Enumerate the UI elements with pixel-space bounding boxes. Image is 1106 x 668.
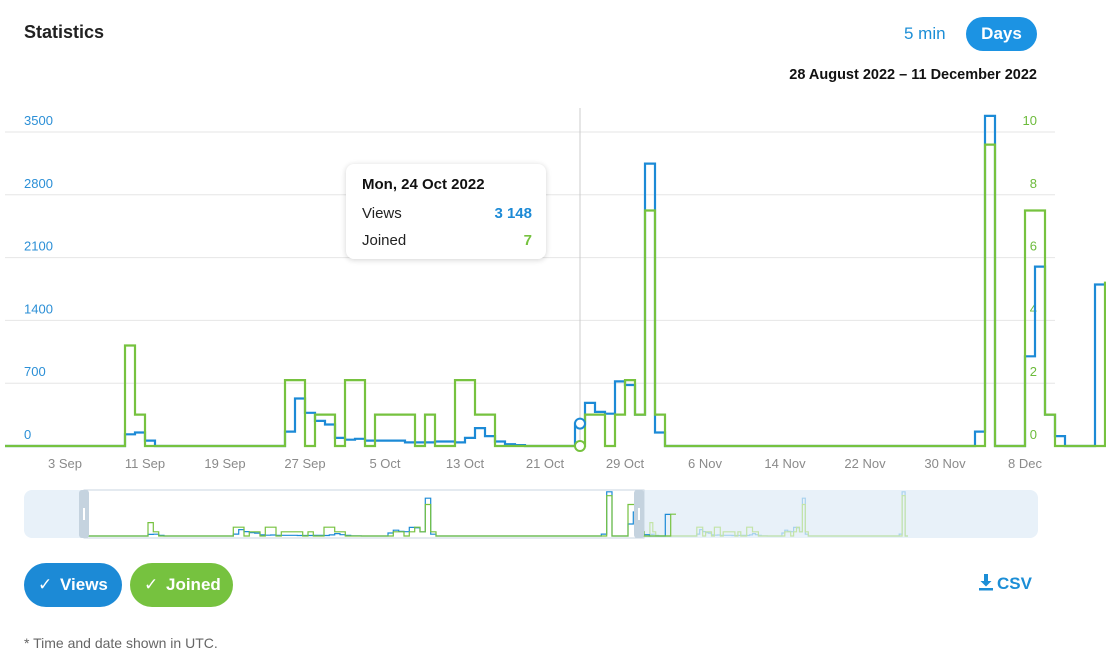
y-left-tick-label: 700 — [24, 364, 46, 379]
joined-toggle-button[interactable]: ✓ Joined — [130, 563, 233, 607]
check-icon: ✓ — [144, 575, 159, 594]
tooltip-joined-value: 7 — [523, 232, 532, 249]
tooltip-date: Mon, 24 Oct 2022 — [362, 176, 485, 193]
tooltip-views-row: Views 3 148 — [362, 205, 532, 222]
y-left-tick-label: 3500 — [24, 113, 53, 128]
navigator-chart[interactable] — [24, 488, 1038, 540]
y-right-tick-label: 4 — [1030, 301, 1037, 316]
x-tick-label: 11 Sep — [125, 456, 165, 471]
date-range-label: 28 August 2022 – 11 December 2022 — [789, 67, 1037, 83]
y-right-tick-label: 8 — [1030, 176, 1037, 191]
x-tick-label: 29 Oct — [606, 456, 645, 471]
page-title: Statistics — [24, 22, 105, 42]
y-left-tick-label: 2100 — [24, 239, 53, 254]
x-tick-label: 21 Oct — [526, 456, 565, 471]
y-left-tick-label: 1400 — [24, 301, 53, 316]
x-tick-label: 3 Sep — [48, 456, 82, 471]
x-tick-label: 5 Oct — [369, 456, 400, 471]
x-axis-labels: 3 Sep 11 Sep 19 Sep 27 Sep 5 Oct 13 Oct 21 Oct… — [48, 456, 1042, 471]
csv-export-button[interactable]: CSV — [978, 573, 1032, 594]
x-tick-label: 30 Nov — [924, 456, 966, 471]
x-tick-label: 22 Nov — [844, 456, 886, 471]
y-right-tick-label: 6 — [1030, 239, 1037, 254]
timezone-footnote: * Time and date shown in UTC. — [24, 635, 218, 651]
navigator-window[interactable] — [83, 489, 645, 539]
x-tick-label: 8 Dec — [1008, 456, 1042, 471]
y-left-tick-label: 2800 — [24, 176, 53, 191]
x-tick-label: 13 Oct — [446, 456, 485, 471]
x-tick-label: 14 Nov — [764, 456, 806, 471]
navigator-joined-line — [84, 495, 676, 537]
period-days-button[interactable]: Days — [966, 17, 1037, 51]
x-tick-label: 19 Sep — [204, 456, 245, 471]
x-tick-label: 6 Nov — [688, 456, 722, 471]
y-axis-labels: 0 700 1400 2100 2800 3500 0 2 4 6 8 10 — [24, 113, 1037, 442]
data-tooltip: Mon, 24 Oct 2022 Views 3 148 Joined 7 — [346, 164, 546, 259]
tooltip-joined-label: Joined — [362, 232, 407, 249]
main-chart[interactable]: 0 700 1400 2100 2800 3500 0 2 4 6 8 10 3 Sep 11 Sep 1… — [0, 96, 1106, 476]
joined-series-line — [5, 143, 1106, 448]
check-icon: ✓ — [38, 575, 53, 594]
joined-toggle-label: Joined — [166, 575, 221, 594]
y-left-tick-label: 0 — [24, 427, 31, 442]
tooltip-joined-row: Joined 7 — [362, 232, 532, 249]
tooltip-views-label: Views — [362, 205, 402, 222]
csv-label: CSV — [997, 574, 1032, 593]
views-series-line — [5, 114, 1105, 448]
y-right-tick-label: 0 — [1030, 427, 1037, 442]
download-icon — [979, 574, 993, 591]
x-tick-label: 27 Sep — [284, 456, 325, 471]
y-right-tick-label: 2 — [1030, 364, 1037, 379]
y-right-tick-label: 10 — [1023, 113, 1037, 128]
views-toggle-label: Views — [60, 575, 108, 594]
tooltip-views-value: 3 148 — [494, 205, 532, 222]
navigator-joined-faded — [644, 495, 908, 537]
period-5min-button[interactable]: 5 min — [904, 24, 946, 43]
views-point-marker — [574, 417, 586, 430]
views-toggle-button[interactable]: ✓ Views — [24, 563, 122, 607]
joined-point-marker — [574, 440, 586, 452]
